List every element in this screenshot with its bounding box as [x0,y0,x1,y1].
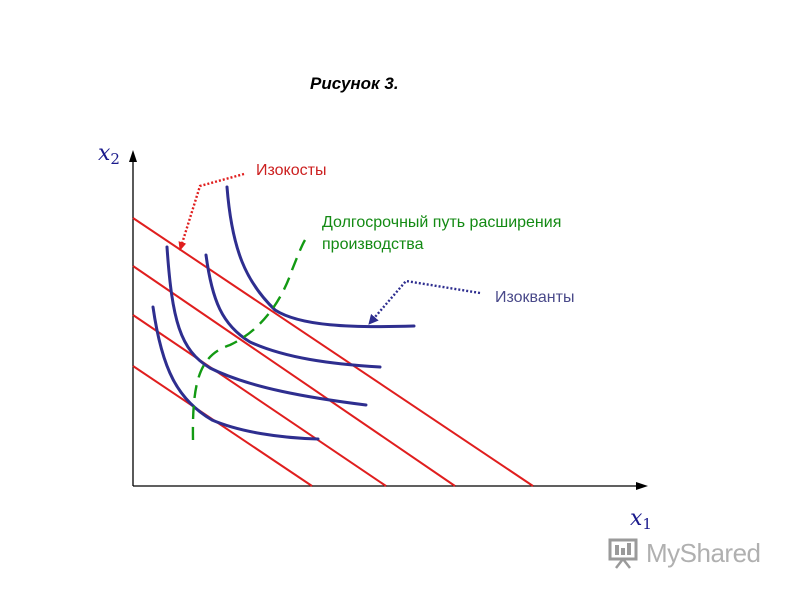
expansion-path-curve [191,239,307,441]
isoquant-curve-3 [204,253,382,369]
isocost-line-1 [132,365,313,487]
isocost-lines [132,217,534,487]
isocost-line-2 [132,314,387,487]
presentation-board-icon [608,538,638,569]
y-axis-label-subscript: 2 [110,150,120,168]
isoquant-label: Изокванты [495,289,575,306]
isoquant-curve-1 [151,305,320,441]
isoquant-curve-2 [165,245,368,407]
x-axis-label-base: x [630,506,643,531]
watermark-text: MyShared [646,537,761,568]
isocost-pointer [178,172,245,251]
isoquant-pointer [368,279,481,325]
figure-title: Рисунок 3. [310,74,399,93]
y-axis-arrow [129,150,137,162]
expansion-path-label-line2: производства [322,236,424,253]
expansion-path-label-line1: Долгосрочный путь расширения [322,214,562,231]
isoquant-curves [151,185,416,441]
isocost-label: Изокосты [256,162,327,179]
watermark: MyShared [606,536,761,570]
y-axis-label: x2 [98,141,120,168]
x-axis-label-subscript: 1 [642,515,652,533]
x-axis-label: x1 [630,506,652,533]
isoquant-curve-4 [225,185,416,329]
x-axis-arrow [636,482,648,490]
isocost-line-3 [132,265,456,487]
y-axis-label-base: x [98,141,111,166]
expansion-path-label: Долгосрочный путь расширения производств… [322,212,652,256]
isocost-line-4 [132,217,534,487]
